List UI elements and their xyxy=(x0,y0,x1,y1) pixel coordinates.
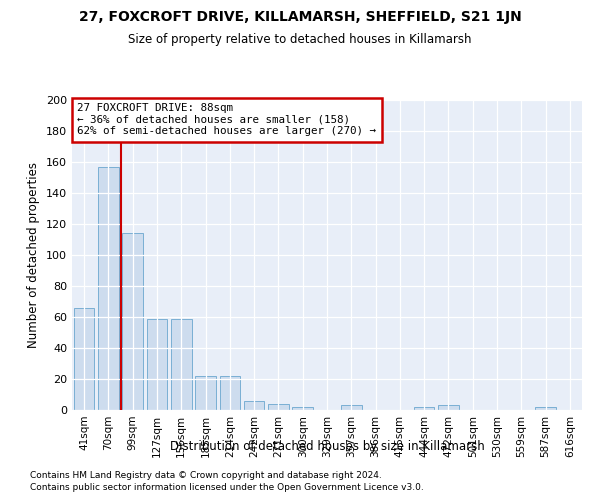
Bar xyxy=(146,318,167,410)
Bar xyxy=(220,376,240,410)
Text: Contains HM Land Registry data © Crown copyright and database right 2024.: Contains HM Land Registry data © Crown c… xyxy=(30,471,382,480)
Bar xyxy=(122,234,143,410)
Text: 27, FOXCROFT DRIVE, KILLAMARSH, SHEFFIELD, S21 1JN: 27, FOXCROFT DRIVE, KILLAMARSH, SHEFFIEL… xyxy=(79,10,521,24)
Bar xyxy=(74,308,94,410)
Bar xyxy=(98,166,119,410)
Text: Size of property relative to detached houses in Killamarsh: Size of property relative to detached ho… xyxy=(128,32,472,46)
Text: Contains public sector information licensed under the Open Government Licence v3: Contains public sector information licen… xyxy=(30,484,424,492)
Bar xyxy=(171,318,191,410)
Bar xyxy=(414,407,434,410)
Text: Distribution of detached houses by size in Killamarsh: Distribution of detached houses by size … xyxy=(170,440,484,453)
Bar xyxy=(292,407,313,410)
Bar xyxy=(341,406,362,410)
Bar xyxy=(535,407,556,410)
Bar xyxy=(195,376,216,410)
Bar xyxy=(268,404,289,410)
Bar xyxy=(244,400,265,410)
Text: 27 FOXCROFT DRIVE: 88sqm
← 36% of detached houses are smaller (158)
62% of semi-: 27 FOXCROFT DRIVE: 88sqm ← 36% of detach… xyxy=(77,103,376,136)
Y-axis label: Number of detached properties: Number of detached properties xyxy=(28,162,40,348)
Bar xyxy=(438,406,459,410)
